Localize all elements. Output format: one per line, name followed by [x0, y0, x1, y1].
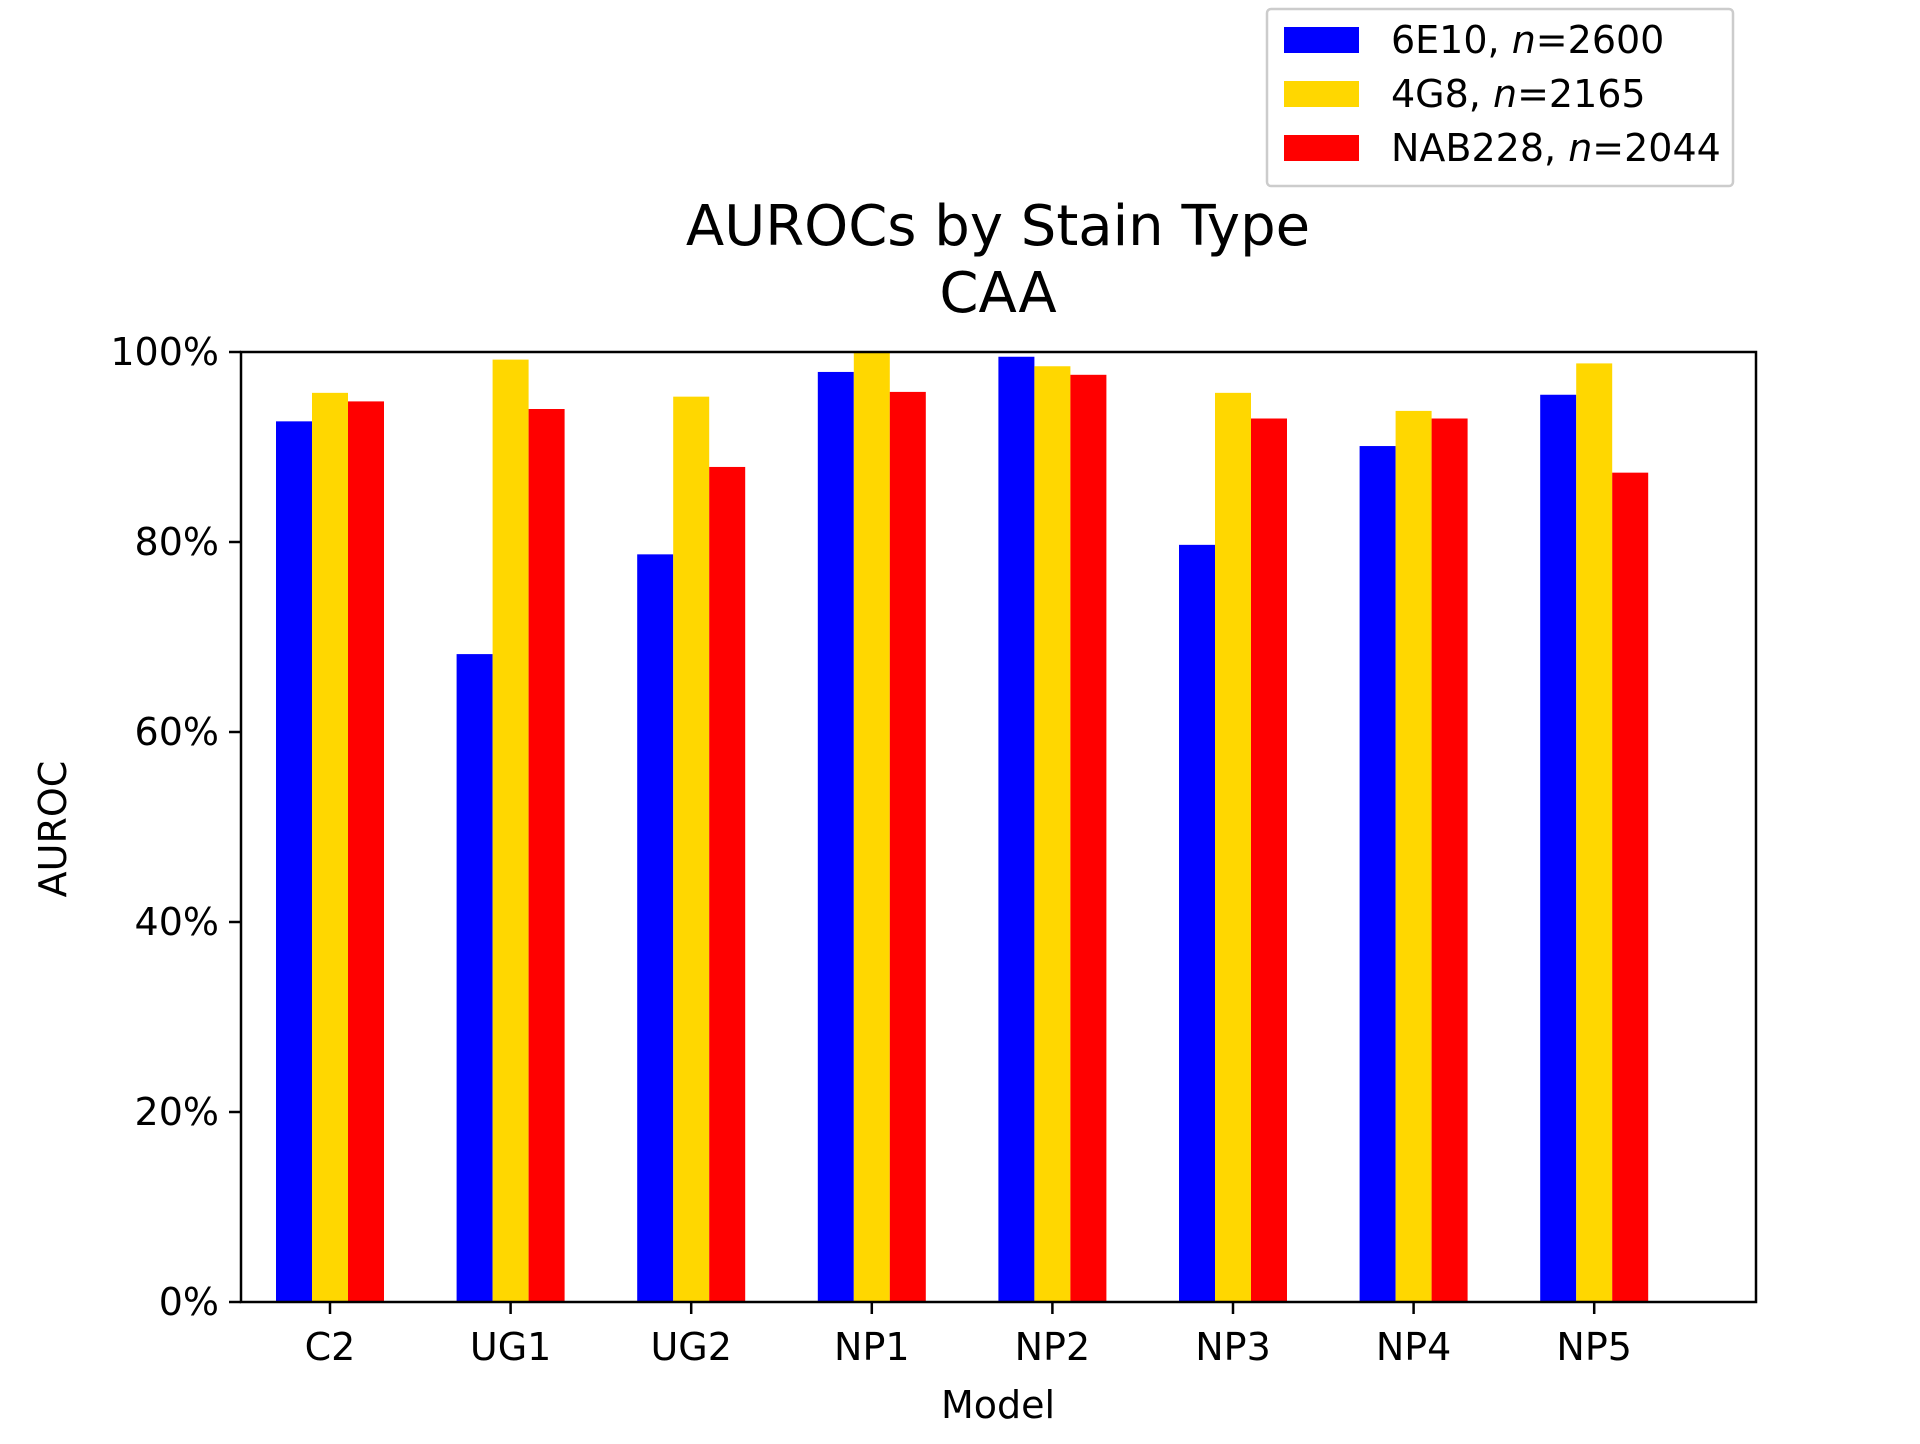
x-tick-label: NP2 [1015, 1325, 1091, 1369]
y-tick-label: 80% [135, 520, 219, 564]
y-axis-label: AUROC [31, 761, 75, 898]
bar-np5-series-1 [1540, 394, 1577, 1302]
bar-np3-series-2 [1215, 392, 1251, 1303]
legend-label-2: 4G8, n=2165 [1391, 72, 1646, 116]
legend-label-3: NAB228, n=2044 [1391, 126, 1721, 170]
legend-label-1: 6E10, n=2600 [1391, 18, 1664, 62]
bar-c2-series-1 [276, 421, 312, 1303]
bar-ug1-series-1 [456, 654, 493, 1302]
bar-np5-series-2 [1576, 363, 1613, 1302]
x-tick-label: UG1 [470, 1325, 551, 1369]
x-tick-label: C2 [305, 1325, 356, 1369]
bar-np4-series-2 [1395, 410, 1432, 1302]
bar-np5-series-3 [1612, 472, 1649, 1302]
bar-np2-series-3 [1070, 374, 1107, 1302]
x-tick-label: NP1 [834, 1325, 910, 1369]
bar-ug2-series-1 [637, 554, 674, 1302]
y-tick-label: 20% [135, 1090, 219, 1134]
y-tick-label: 60% [135, 710, 219, 754]
x-axis-label: Model [941, 1383, 1055, 1427]
bar-np1-series-2 [853, 352, 890, 1302]
chart-subtitle: CAA [939, 261, 1056, 326]
bar-np1-series-1 [817, 371, 854, 1302]
bar-ug2-series-3 [709, 466, 746, 1302]
bar-ug1-series-3 [528, 409, 565, 1302]
bar-np2-series-2 [1034, 366, 1071, 1302]
bar-np3-series-1 [1179, 544, 1215, 1302]
legend-frame [1265, 7, 1735, 188]
x-tick-label: NP5 [1556, 1325, 1632, 1369]
plot-frame [239, 350, 1758, 1304]
bar-np3-series-3 [1251, 418, 1287, 1302]
legend-swatch-2 [1284, 81, 1359, 107]
legend: 6E10, n=2600 4G8, n=2165 NAB228, n=2044 [1265, 7, 1735, 188]
bar-c2-series-3 [348, 401, 384, 1302]
legend-swatch-3 [1284, 135, 1359, 161]
bar-np4-series-1 [1359, 446, 1396, 1302]
x-tick-label: NP4 [1376, 1325, 1452, 1369]
x-tick-label: UG2 [650, 1325, 731, 1369]
y-tick-label: 0% [159, 1280, 219, 1324]
bars-layer [276, 352, 1649, 1303]
bar-np1-series-3 [889, 391, 926, 1302]
bar-c2-series-2 [312, 392, 348, 1303]
bar-ug1-series-2 [492, 359, 529, 1303]
legend-entries: 6E10, n=2600 4G8, n=2165 NAB228, n=2044 [1284, 18, 1721, 170]
y-tick-label: 40% [135, 900, 219, 944]
bar-np2-series-1 [998, 356, 1035, 1302]
y-tick-label: 100% [110, 330, 219, 374]
x-tick-label: NP3 [1195, 1325, 1271, 1369]
bar-ug2-series-2 [673, 396, 710, 1302]
chart-title: AUROCs by Stain Type [686, 194, 1310, 259]
legend-swatch-1 [1284, 27, 1359, 53]
bar-np4-series-3 [1431, 418, 1468, 1302]
ticks-layer: 0% 20% 40% 60% 80% 100% C2 UG1 UG2 NP1 NP2 NP3 NP4 NP… [110, 330, 1632, 1369]
